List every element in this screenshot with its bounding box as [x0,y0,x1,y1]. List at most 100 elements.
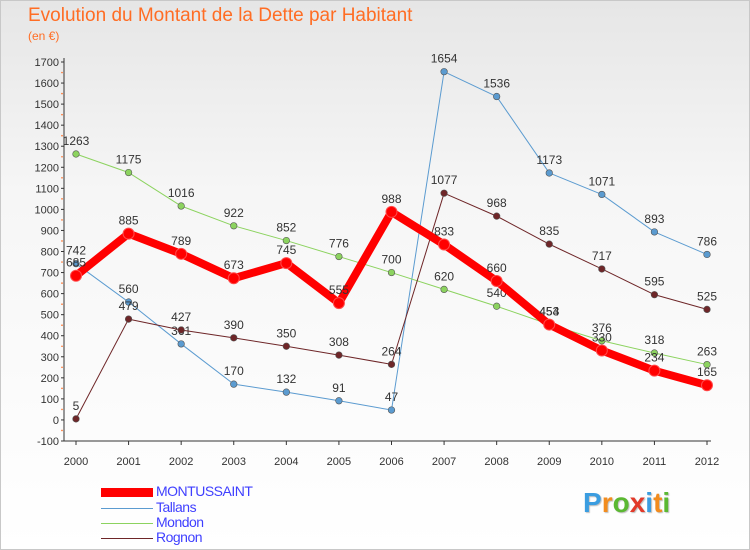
y-tick-label: 1200 [35,162,59,174]
data-point-rognon [230,334,238,342]
data-point-rognon [124,315,133,323]
y-tick-label: 1400 [35,120,59,132]
y-minor-tick [61,408,63,411]
y-minor-tick [61,113,63,116]
y-tick-label: 1300 [35,141,59,153]
data-point-rognon [650,291,659,299]
y-minor-tick [61,282,63,284]
y-tick-label: 400 [41,331,59,343]
data-point-tallans [545,169,553,177]
data-point-rognon [545,240,553,248]
data-point-tallans [282,388,290,396]
x-tick-label: 2004 [274,456,298,468]
data-point-tallans [650,228,659,236]
data-label-rognon: 595 [644,275,664,289]
legend-label-mondon: Mondon [156,514,204,530]
y-tick-label: 700 [41,268,59,280]
x-tick-label: 2006 [379,456,403,468]
data-label-rognon: 427 [171,310,191,324]
x-tick-label: 2009 [537,456,561,468]
x-tick-label: 2007 [432,456,456,468]
data-label-rognon: 525 [697,289,717,303]
data-label-montussaint: 660 [487,261,507,275]
data-label-montussaint: 165 [697,365,717,379]
y-tick-label: 900 [41,225,59,237]
y-tick-label: 500 [41,310,59,322]
y-minor-tick [61,92,63,95]
data-label-mondon: 1016 [168,186,195,200]
data-label-mondon: 700 [381,253,401,267]
x-tick-label: 2010 [590,456,614,468]
data-point-tallans [72,260,80,268]
data-point-montussaint [70,269,82,282]
proxiti-logo-letter: t [653,487,663,518]
data-point-mondon [230,222,238,230]
x-tick-label: 2011 [643,456,667,468]
data-point-montussaint [543,318,556,331]
legend-swatch-montussaint [101,488,153,497]
data-point-mondon [650,349,659,357]
data-label-mondon: 776 [329,237,349,251]
data-label-rognon: 350 [276,326,296,340]
data-point-montussaint [332,297,345,310]
data-point-rognon [493,212,501,220]
data-point-mondon [387,268,396,277]
legend-label-montussaint: MONTUSSAINT [156,483,253,499]
data-label-rognon: 5 [73,399,80,413]
data-point-tallans [440,68,448,76]
legend-swatch-rognon [101,538,153,539]
data-point-montussaint [385,205,398,218]
data-label-tallans: 1173 [536,153,562,167]
data-label-rognon: 390 [224,318,244,332]
data-point-tallans [387,406,396,414]
data-point-montussaint [648,364,661,377]
chart-subtitle: (en €) [28,29,60,43]
y-minor-tick [61,345,63,348]
series-line-rognon [75,192,708,420]
y-minor-tick [61,366,63,369]
y-minor-tick [61,429,63,432]
x-tick-label: 2000 [64,456,88,468]
data-point-rognon [598,265,606,273]
y-minor-tick [61,240,63,242]
data-label-mondon: 454 [539,304,559,318]
data-point-mondon [177,202,185,210]
y-tick-label: 600 [41,289,59,301]
y-tick-label: 1100 [35,183,59,195]
legend-swatch-tallans [101,508,153,509]
data-label-mondon: 620 [434,269,454,283]
data-point-tallans [598,190,606,199]
legend-label-rognon: Rognon [156,529,203,545]
data-point-montussaint [280,257,293,270]
data-point-mondon [703,360,711,369]
chart-title: Evolution du Montant de la Dette par Hab… [28,5,413,26]
data-point-rognon [335,351,343,359]
data-label-tallans: 893 [644,212,664,226]
data-label-montussaint: 685 [66,256,86,270]
data-point-montussaint [701,379,713,392]
data-point-rognon [282,342,290,350]
data-point-montussaint [595,344,608,357]
y-tick-label: 1600 [35,78,59,90]
data-point-mondon [335,252,343,261]
x-tick-label: 2001 [116,456,140,468]
y-minor-tick [61,219,63,221]
data-point-mondon [124,168,133,177]
data-point-montussaint [490,274,503,287]
data-label-montussaint: 745 [276,243,296,257]
data-point-mondon [440,285,448,294]
proxiti-logo-letter: x [629,487,646,518]
data-label-montussaint: 673 [224,258,244,272]
y-minor-tick [61,324,63,326]
data-point-mondon [493,302,501,310]
data-point-montussaint [438,238,451,251]
data-point-tallans [703,250,711,259]
x-tick-label: 2003 [222,456,246,468]
data-label-tallans: 47 [385,390,399,404]
proxiti-logo-letter: P [583,487,602,518]
data-label-mondon: 1175 [116,153,142,167]
data-label-tallans: 132 [276,372,296,386]
data-label-montussaint: 234 [644,351,664,365]
data-label-mondon: 922 [224,206,244,220]
